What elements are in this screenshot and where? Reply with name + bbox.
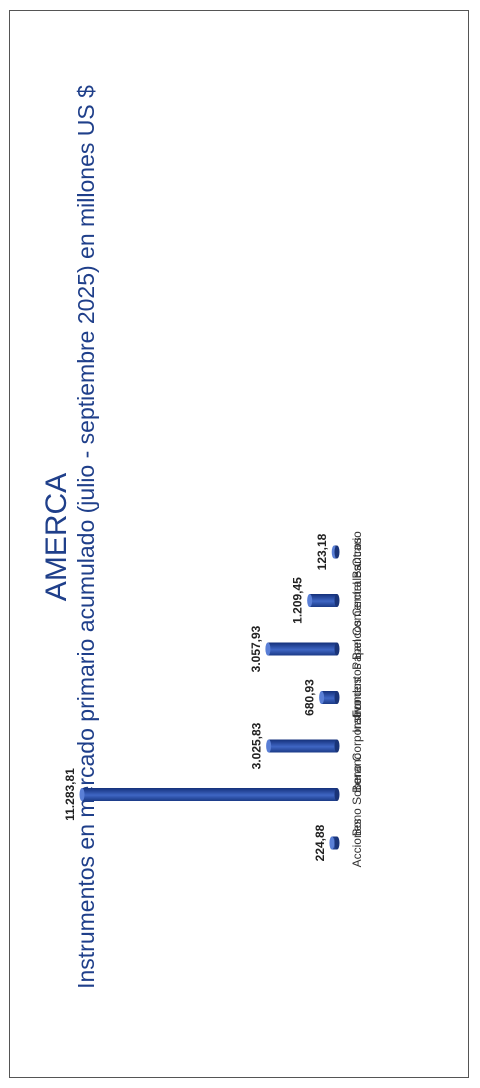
category-label-3: Fondos	[350, 677, 364, 717]
bar-2	[268, 739, 337, 753]
bar-cap-5	[307, 594, 313, 607]
bar-chart: AMERCA Instrumentos en mercado primario …	[40, 85, 364, 989]
chart-stage: AMERCA Instrumentos en mercado primario …	[10, 11, 468, 1077]
bars-group: 224,88 Acciones 11.283,81 Bono Soberano 3.02…	[63, 531, 364, 868]
bar-base-0	[334, 836, 340, 850]
bar-cap-0	[329, 836, 335, 850]
bar-base-2	[334, 739, 340, 753]
category-label-2: Bono Corporativo	[350, 699, 364, 793]
chart-subtitle: Instrumentos en mercado primario acumula…	[73, 85, 99, 989]
bar-base-4	[334, 642, 340, 656]
bar-base-3	[334, 691, 340, 704]
bar-cap-2	[266, 739, 272, 753]
value-label-2: 3.025,83	[250, 722, 264, 769]
value-label-5: 1.209,45	[291, 577, 305, 624]
category-label-1: Bono Soberano	[350, 752, 364, 836]
value-label-6: 123,18	[315, 533, 329, 570]
value-label-4: 3.057,93	[249, 625, 263, 672]
bar-cap-4	[265, 642, 271, 656]
value-label-1: 11.283,81	[63, 768, 77, 821]
bar-base-1	[334, 788, 340, 801]
chart-frame: AMERCA Instrumentos en mercado primario …	[9, 10, 469, 1078]
category-label-0: Acciones	[350, 819, 364, 868]
bar-cap-3	[319, 691, 325, 704]
value-label-3: 680,93	[303, 679, 317, 716]
value-label-0: 224,88	[313, 824, 327, 861]
category-label-6: Otros	[350, 537, 364, 566]
bar-cap-1	[79, 788, 85, 801]
bar-1	[82, 788, 337, 801]
bar-3	[321, 691, 338, 704]
category-label-5: Papel Comercial Bancario	[350, 531, 364, 670]
chart-title: AMERCA	[40, 473, 73, 601]
bar-4	[267, 642, 337, 656]
bar-base-5	[334, 594, 340, 607]
bar-5	[309, 594, 337, 607]
category-label-4: Instrumentos Bancos Centrales	[350, 565, 364, 732]
bar-base-6	[334, 545, 340, 559]
